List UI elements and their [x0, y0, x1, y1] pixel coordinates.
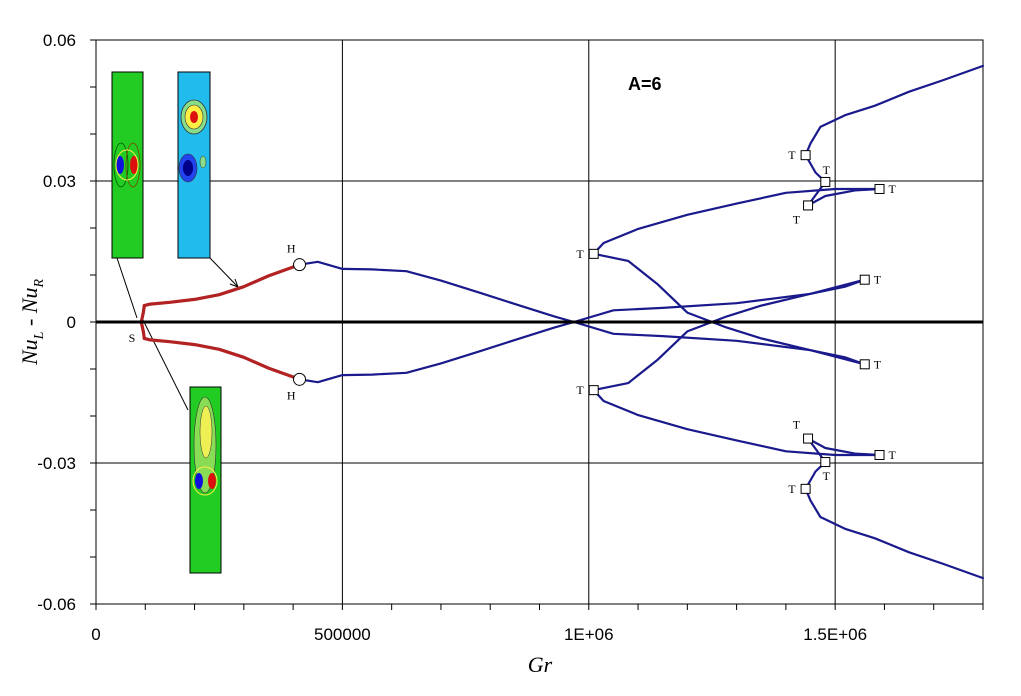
x-tick-label: 1.5E+06	[803, 625, 867, 644]
point-label: H	[287, 242, 296, 256]
unstable-branch-line	[298, 260, 576, 324]
point-label: T	[793, 212, 801, 226]
stable-branch-line	[142, 336, 302, 381]
leader-line-3	[209, 257, 239, 288]
markers: H H S T T T T T T T T T T T T	[129, 148, 897, 496]
inset-bottom-plume	[189, 386, 222, 574]
turning-point-marker	[588, 385, 599, 396]
turning-point-marker	[820, 176, 831, 187]
unstable-branch-line	[592, 187, 881, 255]
x-axis-title: Gr	[528, 652, 553, 677]
unstable-branch-line	[298, 320, 576, 384]
y-axis-title: NuL - NuR	[17, 279, 47, 367]
point-label: T	[788, 148, 796, 162]
point-label: T	[576, 247, 584, 261]
inset-top-vortex-core	[190, 111, 198, 123]
leader-line-2	[141, 317, 189, 411]
unstable-branch-line	[592, 278, 866, 392]
hopf-point-marker	[293, 372, 307, 386]
inset-symmetric-ring	[115, 149, 139, 181]
stable-branch-line	[139, 304, 146, 324]
turning-point-marker	[874, 450, 885, 461]
hopf-point-marker	[293, 258, 307, 272]
series-group	[139, 64, 985, 580]
y-tick-label: -0.03	[37, 454, 76, 473]
y-axis-title-main-right: Nu	[17, 288, 42, 315]
y-axis-title-main-left: Nu	[17, 339, 42, 366]
annotation-label: A=6	[628, 74, 662, 94]
inset-bottom-plume-inner	[199, 405, 213, 459]
insets	[111, 71, 239, 574]
y-axis-title-text: NuL - NuR	[17, 279, 47, 367]
point-label: H	[287, 388, 296, 402]
stable-branch-line	[139, 320, 146, 340]
inset-top-vortex	[177, 71, 211, 259]
turning-point-marker	[803, 433, 814, 444]
turning-point-marker	[859, 274, 870, 285]
inset-symmetric-cell-right	[130, 156, 138, 174]
x-tick-label: 0	[91, 625, 100, 644]
unstable-branch-line	[804, 437, 985, 580]
inset-top-vortex-lower-core	[183, 160, 193, 176]
y-axis-title-sub-left: L	[32, 331, 47, 340]
inset-bottom-plume-ring	[192, 466, 218, 496]
point-label: T	[576, 383, 584, 397]
unstable-branch-line	[592, 252, 866, 366]
y-tick-label: -0.06	[37, 595, 76, 614]
point-label: T	[823, 163, 831, 177]
point-label: S	[129, 331, 136, 345]
inset-symmetric-contour-left	[113, 142, 129, 188]
inset-bottom-plume-cell-left	[195, 473, 203, 489]
turning-point-marker	[800, 150, 811, 161]
inset-symmetric-cell-left	[116, 156, 124, 174]
y-tick-label: 0	[67, 313, 76, 332]
inset-symmetric	[111, 71, 144, 259]
turning-point-marker	[874, 183, 885, 194]
y-tick-label: 0.03	[43, 172, 76, 191]
y-axis-title-sub-right: R	[32, 279, 47, 289]
point-label: T	[874, 273, 882, 287]
x-tick-label: 1E+06	[564, 625, 614, 644]
stable-branch-line	[142, 263, 302, 308]
leader-line-1	[116, 257, 138, 319]
y-tick-label: 0.06	[43, 31, 76, 50]
unstable-branch-line	[804, 64, 985, 207]
inset-top-vortex-side	[199, 155, 207, 169]
turning-point-marker	[859, 359, 870, 370]
point-label: T	[788, 482, 796, 496]
inset-bottom-plume-cell-right	[208, 473, 216, 489]
turning-point-marker	[588, 248, 599, 259]
point-label: T	[823, 469, 831, 483]
leader-arrow-head	[229, 278, 239, 288]
inset-symmetric-contour-right	[125, 142, 141, 188]
turning-point-marker	[820, 457, 831, 468]
unstable-branch-line	[592, 389, 881, 457]
ticks: 0 500000 1E+06 1.5E+06 0.06 0.03 0 -0.03 -0.06	[37, 31, 984, 644]
x-tick-label: 500000	[314, 625, 371, 644]
point-label: T	[793, 418, 801, 432]
point-label: T	[889, 448, 897, 462]
point-label: T	[889, 182, 897, 196]
y-axis-title-mid: -	[17, 313, 42, 331]
point-label: T	[874, 357, 882, 371]
turning-point-marker	[803, 200, 814, 211]
turning-point-marker	[800, 483, 811, 494]
